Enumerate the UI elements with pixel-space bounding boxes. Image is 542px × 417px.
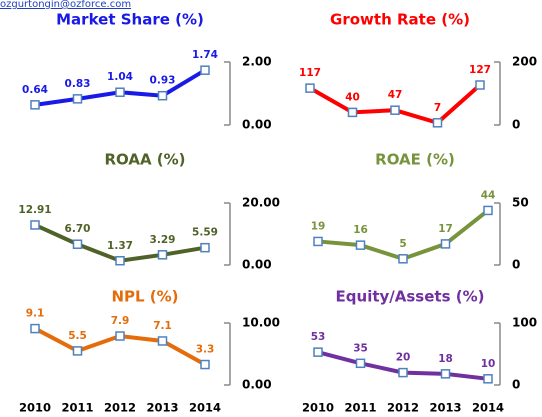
y-tick-label: 0.00	[242, 118, 272, 132]
marker	[432, 118, 443, 128]
marker	[157, 336, 168, 346]
y-tick-label: 0	[512, 378, 520, 392]
chart-title: ROAE (%)	[375, 151, 455, 169]
marker	[355, 240, 366, 250]
marker	[475, 80, 485, 90]
value-label: 5.5	[68, 330, 87, 342]
x-tick-label: 2014	[472, 401, 504, 415]
y-tick-label: 100	[512, 316, 537, 330]
x-tick-label: 2012	[387, 401, 419, 415]
marker	[200, 242, 210, 253]
value-label: 35	[353, 342, 368, 354]
value-label: 17	[438, 223, 453, 235]
marker	[72, 346, 83, 356]
chart-title: Equity/Assets (%)	[336, 288, 485, 306]
value-label: 3.3	[196, 344, 215, 356]
marker	[390, 105, 400, 115]
value-label: 7	[434, 102, 441, 114]
value-label: 20	[396, 352, 411, 364]
marker	[483, 205, 493, 216]
x-tick-label: 2013	[429, 401, 461, 415]
marker	[72, 94, 83, 104]
marker	[440, 239, 451, 249]
value-label: 0.64	[22, 84, 48, 96]
value-label: 3.29	[150, 234, 176, 246]
value-label: 40	[345, 91, 360, 103]
marker	[115, 256, 125, 266]
value-label: 0.93	[150, 75, 176, 87]
value-label: 44	[481, 189, 496, 201]
y-tick-label: 0	[512, 258, 520, 272]
marker	[115, 87, 125, 97]
marker	[355, 358, 366, 369]
value-label: 127	[469, 64, 491, 76]
marker	[157, 250, 168, 260]
marker	[313, 236, 323, 247]
x-tick-label: 2014	[189, 401, 221, 415]
marker	[115, 331, 125, 341]
marker	[347, 107, 358, 118]
value-label: 5	[399, 238, 406, 250]
y-tick-label: 0.00	[242, 258, 272, 272]
value-label: 7.1	[153, 320, 172, 332]
y-tick-label: 20.00	[242, 196, 280, 210]
x-tick-label: 2011	[61, 401, 93, 415]
value-label: 19	[311, 220, 326, 232]
marker	[305, 83, 315, 93]
chart-title: Market Share (%)	[56, 11, 204, 29]
value-label: 7.9	[111, 315, 130, 327]
value-label: 117	[299, 67, 321, 79]
x-tick-label: 2011	[344, 401, 376, 415]
y-tick-label: 2.00	[242, 55, 272, 69]
marker	[313, 347, 323, 357]
value-label: 47	[388, 89, 403, 101]
value-label: 6.70	[65, 223, 91, 235]
value-label: 10	[481, 358, 496, 370]
value-label: 1.37	[107, 240, 133, 252]
email: ozgurtongin@ozforce.com	[0, 0, 131, 10]
value-label: 53	[311, 331, 326, 343]
x-tick-label: 2013	[146, 401, 178, 415]
marker	[72, 239, 83, 249]
marker	[30, 220, 40, 230]
value-label: 1.74	[192, 49, 218, 61]
y-tick-label: 0	[512, 118, 520, 132]
value-label: 18	[438, 353, 453, 365]
y-tick-label: 50	[512, 196, 529, 210]
x-tick-label: 2010	[19, 401, 51, 415]
value-label: 9.1	[26, 308, 45, 320]
value-label: 0.83	[65, 78, 91, 90]
marker	[483, 374, 493, 384]
marker	[30, 323, 40, 334]
y-tick-label: 0.00	[242, 378, 272, 392]
value-label: 16	[353, 224, 368, 236]
x-tick-label: 2010	[302, 401, 334, 415]
marker	[398, 254, 408, 264]
marker	[157, 90, 168, 101]
marker	[440, 369, 451, 379]
value-label: 12.91	[18, 204, 51, 216]
y-tick-label: 10.00	[242, 316, 280, 330]
y-tick-label: 200	[512, 55, 537, 69]
marker	[398, 367, 408, 378]
marker	[200, 359, 210, 370]
marker	[30, 100, 40, 110]
x-tick-label: 2012	[104, 401, 136, 415]
chart-title: Growth Rate (%)	[330, 11, 470, 29]
value-label: 1.04	[107, 71, 133, 83]
line	[317, 208, 490, 261]
value-label: 5.59	[192, 227, 218, 239]
chart-title: NPL (%)	[111, 288, 178, 306]
chart-title: ROAA (%)	[104, 151, 185, 169]
marker	[200, 65, 210, 75]
